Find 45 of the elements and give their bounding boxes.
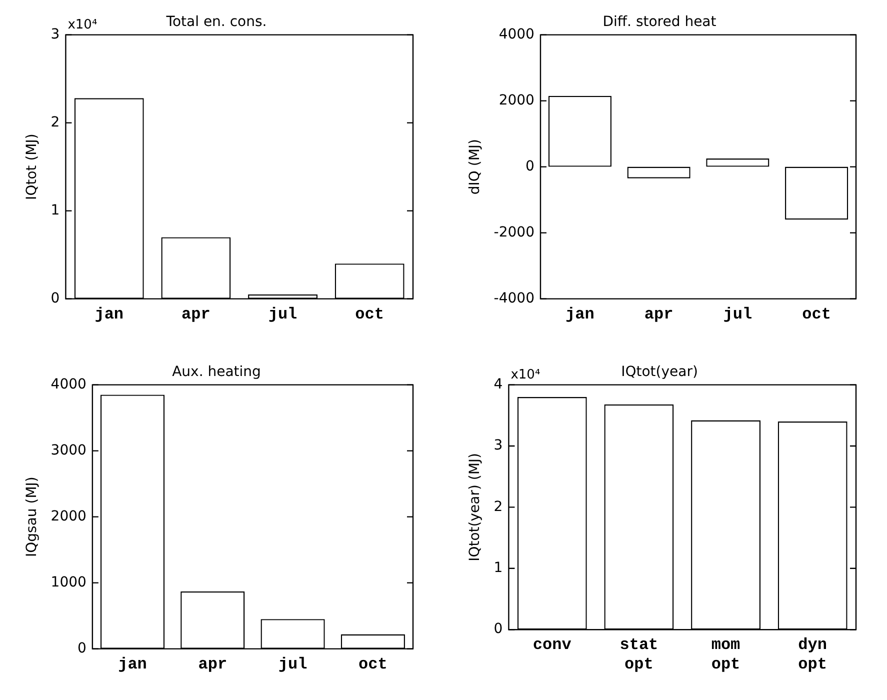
y-tick-label: 4000 <box>50 376 86 392</box>
x-tick-label: jul <box>268 305 298 324</box>
y-tick-label: 4 <box>494 376 503 392</box>
x-tick-label: apr <box>198 655 228 674</box>
x-tick-label: jan <box>118 655 147 674</box>
y-tick-label: 1 <box>494 560 503 576</box>
y-tick-label: 0 <box>78 640 86 656</box>
chart-title: IQtot(year) <box>621 364 698 380</box>
chart-title: Total en. cons. <box>165 14 267 30</box>
y-axis-title: IQgsau (MJ) <box>24 476 40 557</box>
y-axis-title: IQtot (MJ) <box>24 134 40 200</box>
y-tick-label: 2 <box>50 114 60 130</box>
x-tick-label: jul <box>723 305 752 324</box>
y-tick-label: 1 <box>50 202 60 218</box>
y-tick-label: 2000 <box>50 508 86 524</box>
y-tick-label: 2000 <box>498 92 534 108</box>
x-tick-label: oct <box>358 655 388 674</box>
y-axis-title: dIQ (MJ) <box>467 138 484 195</box>
x-tick-label: jan <box>94 305 124 324</box>
y-tick-label: 2 <box>494 498 503 515</box>
y-tick-label: -2000 <box>494 224 534 240</box>
y-axis-title: IQtot(year) (MJ) <box>467 452 484 562</box>
x-tick-label: dyn opt <box>798 636 827 674</box>
y-tick-label: 0 <box>494 621 503 638</box>
x-tick-label: conv <box>532 636 572 654</box>
y-tick-label: -4000 <box>494 290 534 306</box>
x-tick-label: mom opt <box>711 636 741 674</box>
x-tick-label: apr <box>644 305 674 324</box>
x-tick-label: jan <box>566 305 594 324</box>
y-tick-label: 0 <box>50 290 60 306</box>
y-tick-label: 0 <box>526 158 534 174</box>
y-tick-label: 4000 <box>498 26 534 42</box>
x-tick-label: oct <box>355 305 384 324</box>
text: x10⁴ <box>68 18 98 33</box>
chart-title: Aux. heating <box>172 364 261 380</box>
y-tick-label: 1000 <box>50 574 86 590</box>
x-tick-label: apr <box>182 305 210 324</box>
text: x10⁴ <box>510 368 540 383</box>
y-tick-label: 3 <box>494 438 503 454</box>
x-tick-label: stat opt <box>620 636 658 674</box>
y-tick-label: 3000 <box>50 442 86 458</box>
x-tick-label: oct <box>802 305 831 324</box>
x-tick-label: jul <box>278 655 308 674</box>
y-tick-label: 3 <box>50 26 60 42</box>
chart-title: Diff. stored heat <box>602 14 717 30</box>
